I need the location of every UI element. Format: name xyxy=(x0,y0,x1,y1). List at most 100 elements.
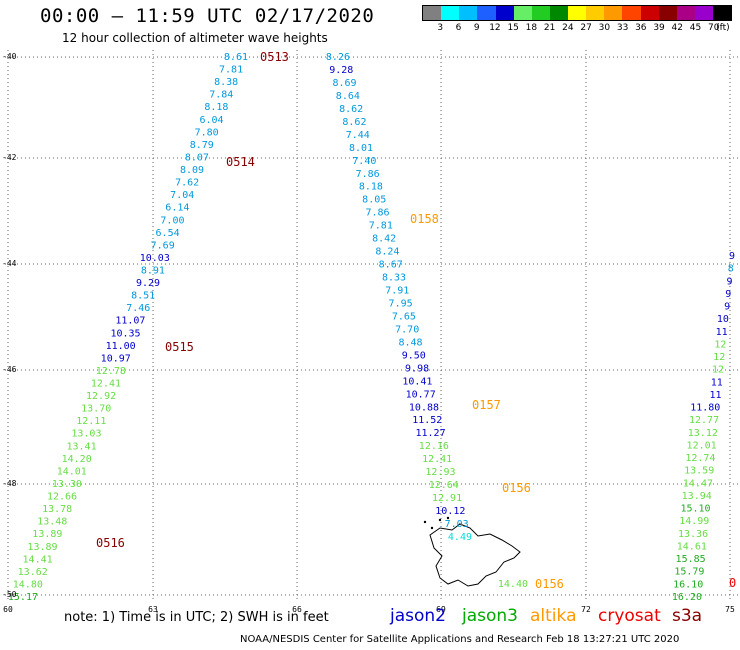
wave-height-value: 8.64 xyxy=(336,91,360,102)
wave-height-value: 13.89 xyxy=(27,542,57,553)
wave-height-value: 7.95 xyxy=(389,298,413,309)
legend-color-bar xyxy=(422,5,732,21)
wave-height-value: 8.79 xyxy=(190,140,214,151)
latitude-label: -42 xyxy=(2,153,17,162)
wave-height-value: 15.85 xyxy=(676,554,706,565)
wave-height-value: 8.62 xyxy=(339,104,363,115)
island-coastline xyxy=(423,516,521,587)
wave-height-value: 9 xyxy=(724,302,730,313)
longitude-label: 72 xyxy=(581,605,591,614)
wave-height-value: 12.64 xyxy=(429,480,459,491)
wave-height-value: 7.62 xyxy=(175,178,199,189)
wave-height-value: 14.80 xyxy=(13,579,43,590)
pass-time-label: 0157 xyxy=(472,398,501,412)
wave-height-value: 9.98 xyxy=(405,363,429,374)
legend-label: 18 xyxy=(525,23,538,33)
islet xyxy=(446,516,450,520)
islet xyxy=(423,520,427,524)
wave-height-value: 12.41 xyxy=(91,379,121,390)
wave-height-value: 14.40 xyxy=(498,579,528,590)
wave-height-value: 12.66 xyxy=(47,492,77,503)
wave-height-value: 7.65 xyxy=(392,311,416,322)
wave-height-value: 11.80 xyxy=(690,403,720,414)
legend-swatch xyxy=(495,6,514,20)
wave-height-value: 8.07 xyxy=(185,152,209,163)
wave-height-value: 15.79 xyxy=(674,567,704,578)
wave-height-value: 6.04 xyxy=(199,115,223,126)
wave-height-value: 8.26 xyxy=(326,52,350,63)
wave-height-value: 11 xyxy=(716,327,728,338)
wave-height-value: 4.49 xyxy=(448,532,472,543)
legend-label: (ft) xyxy=(716,23,730,33)
wave-height-value: 12.93 xyxy=(425,467,455,478)
legend-label: 39 xyxy=(653,23,665,33)
longitude-label: 75 xyxy=(725,605,735,614)
legend-swatch xyxy=(477,6,496,20)
wave-height-value: 12.16 xyxy=(419,441,449,452)
legend-swatch xyxy=(694,6,713,20)
wave-height-value: 8.09 xyxy=(180,165,204,176)
wave-height-value: 13.41 xyxy=(66,441,96,452)
legend-swatch xyxy=(568,6,587,20)
wave-height-value: 13.12 xyxy=(688,428,718,439)
wave-height-value: 16.20 xyxy=(672,592,702,603)
wave-height-value: 10.41 xyxy=(402,376,432,387)
wave-height-value: 12 xyxy=(714,339,726,350)
wave-height-value: 7.80 xyxy=(195,127,219,138)
color-legend: 3 6 9 12 15 18 21 24 27 30 33 36 39 42 45 70 (ft) xyxy=(422,5,732,37)
pass-time-label: 0516 xyxy=(96,536,125,550)
wave-height-value: 7.86 xyxy=(356,169,380,180)
pass-time-label: 0513 xyxy=(260,50,289,64)
wave-height-value: 12.78 xyxy=(96,366,126,377)
pass-time-label: 0158 xyxy=(410,212,439,226)
wave-height-value: 9.50 xyxy=(402,350,426,361)
wave-height-value: 15.10 xyxy=(680,504,710,515)
wave-height-value: 11.52 xyxy=(412,415,442,426)
wave-height-value: 7.81 xyxy=(219,65,243,76)
wave-height-value: 8.48 xyxy=(398,337,422,348)
legend-swatch xyxy=(676,6,695,20)
wave-height-value: 13.03 xyxy=(71,429,101,440)
wave-height-value: 12.11 xyxy=(76,416,106,427)
wave-height-value: 8.62 xyxy=(342,117,366,128)
wave-height-value: 7.86 xyxy=(365,208,389,219)
legend-label: 21 xyxy=(543,23,556,33)
pass-time-label: 0515 xyxy=(165,340,194,354)
legend-label: 3 xyxy=(437,23,444,33)
legend-swatch xyxy=(513,6,532,20)
satellite-label-altika: altika xyxy=(530,606,577,626)
legend-swatch xyxy=(441,6,460,20)
satellite-label-jason2: jason2 xyxy=(390,606,446,626)
wave-height-value: 10.77 xyxy=(406,389,436,400)
wave-height-value: 13.48 xyxy=(37,517,67,528)
wave-height-value: 9 xyxy=(729,251,735,262)
satellite-label-cryosat: cryosat xyxy=(598,606,661,626)
wave-height-value: 8.67 xyxy=(379,260,403,271)
legend-label: 30 xyxy=(598,23,611,33)
wave-height-value: 11 xyxy=(711,377,723,388)
wave-height-value: 8.38 xyxy=(214,77,238,88)
credit-line: NOAA/NESDIS Center for Satellite Applica… xyxy=(240,634,680,645)
legend-label: 42 xyxy=(671,23,684,33)
wave-height-value: 7.00 xyxy=(160,215,184,226)
wave-height-value: 13.70 xyxy=(81,404,111,415)
legend-label: 70 xyxy=(708,23,720,33)
wave-height-value: 8.61 xyxy=(224,52,248,63)
wave-height-value: 8.18 xyxy=(359,182,383,193)
wave-height-value: 14.20 xyxy=(62,454,92,465)
wave-height-value: 12.77 xyxy=(689,415,719,426)
wave-height-value: 13.89 xyxy=(32,529,62,540)
wave-height-value: 7.84 xyxy=(209,90,233,101)
wave-height-value: 13.36 xyxy=(678,529,708,540)
wave-height-value: 14.41 xyxy=(23,554,53,565)
wave-height-value: 8.51 xyxy=(131,291,155,302)
wave-height-value: 7.44 xyxy=(346,130,370,141)
wave-height-value: 7.46 xyxy=(126,303,150,314)
islet xyxy=(438,518,442,522)
wave-height-value: 8.05 xyxy=(362,195,386,206)
wave-height-value: 7.03 xyxy=(445,519,469,530)
pass-time-labels: 0513 0514 0515 0516 0158 0157 0156 0156 0 xyxy=(96,50,736,591)
wave-height-value: 9.29 xyxy=(136,278,160,289)
map-title: 00:00 – 11:59 UTC 02/17/2020 xyxy=(40,5,375,27)
